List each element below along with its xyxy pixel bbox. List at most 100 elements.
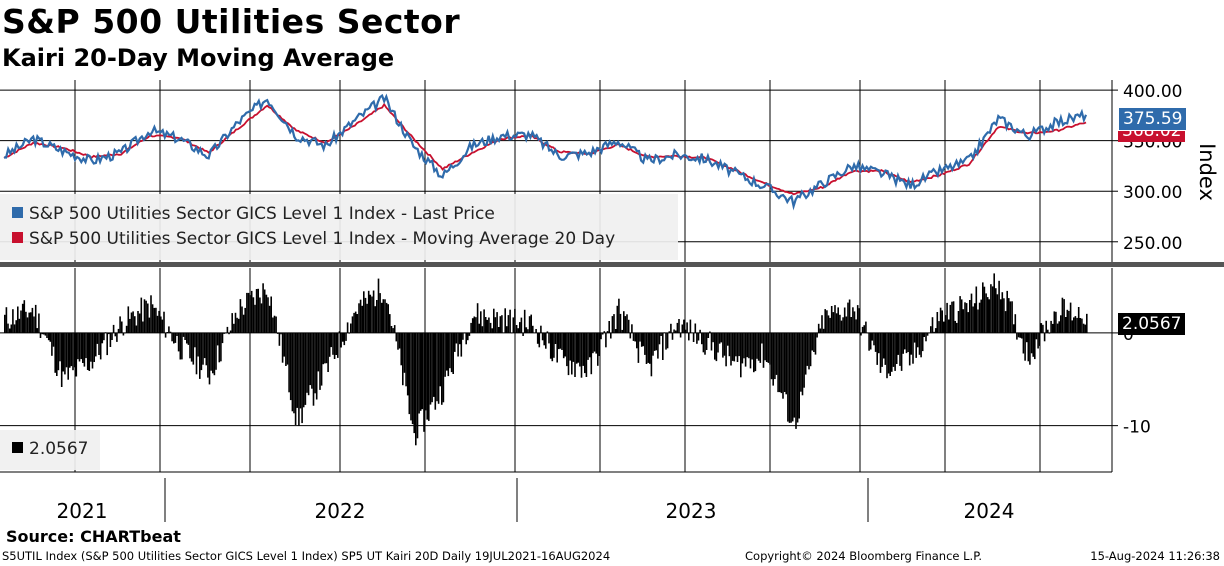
kairi-bar (871, 332, 874, 341)
kairi-bar (634, 332, 636, 342)
kairi-bar (1066, 309, 1069, 333)
kairi-bar (506, 326, 508, 333)
kairi-bar (499, 316, 502, 333)
kairi-bar (705, 332, 708, 350)
kairi-bar (249, 295, 251, 333)
kairi-bar (384, 299, 386, 333)
kairi-bar (1006, 290, 1008, 333)
kairi-bar (613, 314, 615, 333)
kairi-bar (460, 332, 463, 357)
kairi-bar (951, 301, 953, 333)
kairi-legend: 2.0567 (0, 430, 100, 470)
kairi-bar (577, 332, 580, 363)
kairi-bar (632, 332, 635, 341)
kairi-bar (109, 332, 112, 347)
kairi-bar (57, 332, 60, 371)
kairi-bar (582, 332, 584, 366)
kairi-bar (56, 332, 58, 376)
kairi-bar (34, 304, 37, 333)
kairi-bar (868, 332, 870, 351)
kairi-bar (497, 327, 500, 333)
kairi-bar (957, 311, 960, 333)
kairi-bar (424, 332, 427, 411)
kairi-bar (439, 332, 441, 387)
kairi-bar (982, 282, 984, 333)
kairi-bar (878, 332, 880, 354)
kairi-bar (473, 316, 476, 333)
kairi-bar (523, 309, 526, 333)
kairi-bar (970, 293, 973, 333)
kairi-bar (184, 332, 186, 340)
kairi-bar (348, 332, 350, 334)
kairi-bar (351, 316, 354, 333)
kairi-bar (234, 312, 237, 333)
kairi-bar (697, 332, 700, 341)
kairi-bar (520, 317, 523, 333)
kairi-bar (840, 320, 843, 333)
kairi-bar (272, 317, 274, 333)
kairi-bar (712, 332, 714, 343)
kairi-bar (392, 328, 394, 333)
kairi-bar (1073, 317, 1075, 333)
kairi-bar (921, 332, 924, 352)
kairi-bar (678, 319, 680, 333)
kairi-bar (623, 311, 625, 333)
kairi-bar (649, 332, 651, 364)
kairi-bar (1032, 332, 1034, 357)
kairi-bar (772, 332, 774, 386)
kairi-bar (330, 332, 333, 348)
kairi-bar (512, 317, 515, 333)
kairi-bar (233, 323, 235, 333)
kairi-bar (1008, 298, 1010, 333)
y-axis-label: Index (1195, 143, 1219, 201)
kairi-bar (179, 332, 182, 360)
kairi-bar (595, 332, 597, 354)
kairi-bar (562, 332, 565, 359)
kairi-bar (1043, 332, 1046, 342)
kairi-bar (496, 312, 498, 333)
legend-item-moving-average: S&P 500 Utilities Sector GICS Level 1 In… (12, 229, 615, 249)
kairi-bar (707, 332, 710, 338)
kairi-bar (777, 332, 779, 393)
kairi-bar (210, 332, 212, 371)
kairi-bar (907, 332, 909, 352)
kairi-bar (379, 293, 381, 333)
kairi-bar (20, 310, 22, 333)
kairi-bar (101, 332, 104, 344)
kairi-bar (765, 332, 768, 362)
kairi-bar (619, 313, 622, 333)
kairi-bar (255, 289, 258, 333)
kairi-bar (333, 332, 336, 359)
kairi-bar (938, 321, 940, 333)
kairi-bar (411, 332, 414, 425)
kairi-bar (806, 332, 809, 366)
kairi-bar (311, 332, 313, 389)
kairi-bar (62, 332, 65, 372)
kairi-bar (1030, 332, 1033, 354)
kairi-bar (616, 305, 619, 333)
kairi-bar (366, 303, 368, 333)
kairi-bar (827, 315, 830, 333)
kairi-bar (787, 332, 789, 422)
kairi-bar (930, 326, 932, 333)
kairi-bar (637, 332, 640, 363)
kairi-bar (21, 303, 24, 333)
kairi-bar (5, 307, 8, 333)
kairi-bar (904, 332, 906, 350)
kairi-bar (317, 332, 320, 372)
kairi-bar (944, 315, 947, 333)
kairi-bar (200, 332, 203, 371)
kairi-bar (650, 332, 653, 377)
kairi-bar (891, 332, 893, 372)
kairi-bar (647, 332, 649, 363)
kairi-bar (288, 332, 290, 393)
kairi-bar (1017, 332, 1020, 338)
kairi-bar (291, 332, 294, 412)
kairi-bar (452, 332, 454, 374)
kairi-bar (744, 332, 747, 367)
kairi-bar (689, 319, 692, 333)
kairi-bar (306, 332, 308, 393)
footer-copyright: Copyright© 2024 Bloomberg Finance L.P. (745, 549, 982, 563)
kairi-bar (507, 315, 510, 333)
kairi-bar (455, 332, 458, 344)
